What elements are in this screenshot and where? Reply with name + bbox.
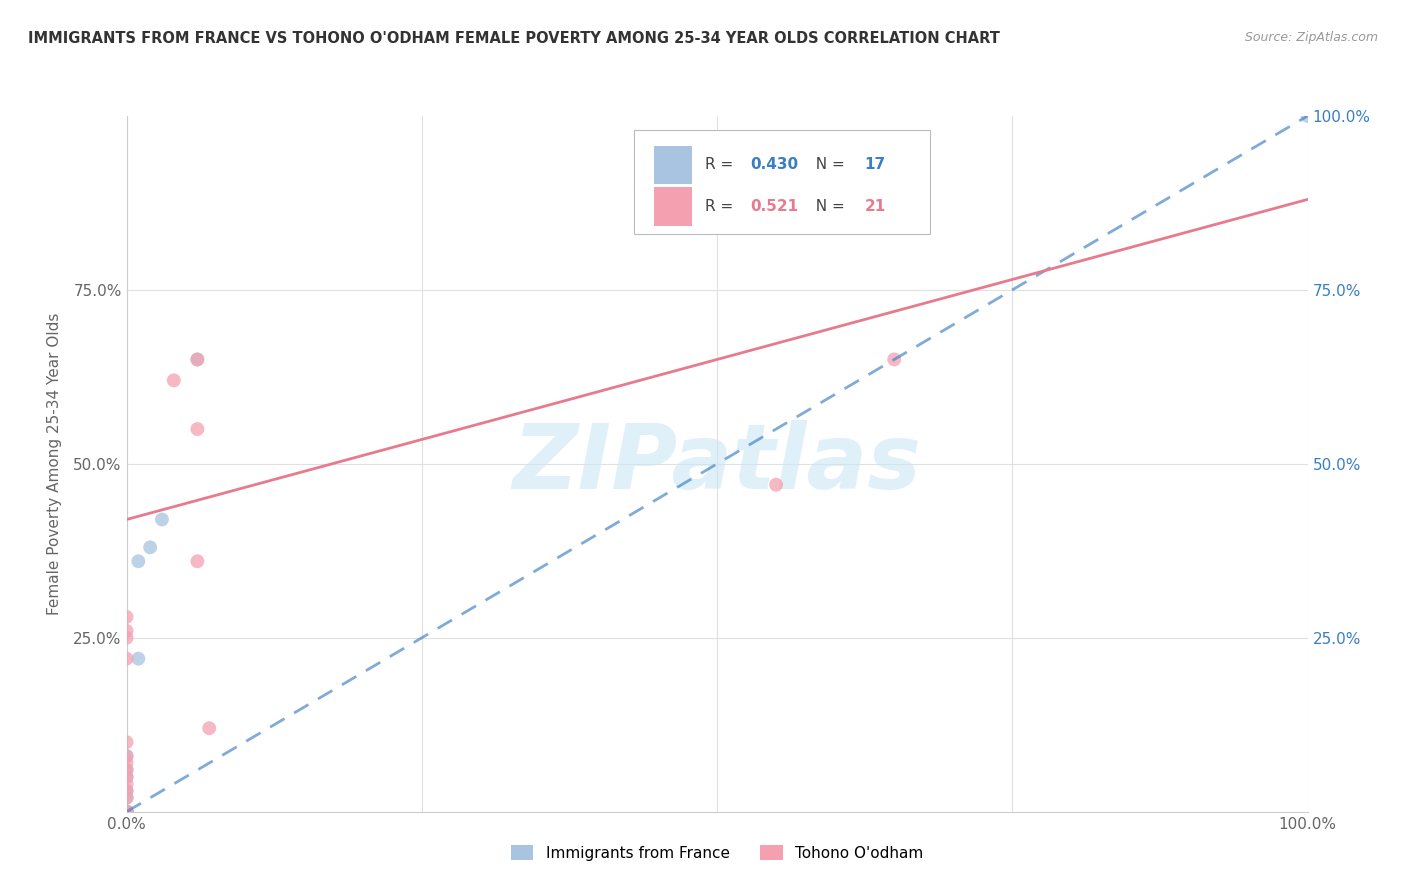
Point xyxy=(765,477,787,491)
Point xyxy=(115,805,138,819)
Text: 17: 17 xyxy=(865,157,886,172)
Y-axis label: Female Poverty Among 25-34 Year Olds: Female Poverty Among 25-34 Year Olds xyxy=(48,313,62,615)
Point xyxy=(115,610,138,624)
Point xyxy=(127,554,149,568)
Point xyxy=(115,805,138,819)
Text: R =: R = xyxy=(706,199,744,214)
FancyBboxPatch shape xyxy=(654,145,692,184)
Point xyxy=(163,373,186,387)
Point xyxy=(115,624,138,638)
Point xyxy=(115,749,138,764)
Point xyxy=(127,651,149,665)
Point xyxy=(115,805,138,819)
FancyBboxPatch shape xyxy=(654,187,692,226)
Point xyxy=(186,422,208,436)
Point xyxy=(115,770,138,784)
Text: 0.430: 0.430 xyxy=(751,157,799,172)
Point xyxy=(115,651,138,665)
Point xyxy=(115,735,138,749)
Point xyxy=(186,352,208,367)
Point xyxy=(115,749,138,764)
Point xyxy=(115,777,138,791)
Point xyxy=(115,805,138,819)
Text: IMMIGRANTS FROM FRANCE VS TOHONO O'ODHAM FEMALE POVERTY AMONG 25-34 YEAR OLDS CO: IMMIGRANTS FROM FRANCE VS TOHONO O'ODHAM… xyxy=(28,31,1000,46)
Point xyxy=(115,784,138,798)
FancyBboxPatch shape xyxy=(634,130,929,235)
Point xyxy=(115,805,138,819)
Point xyxy=(115,784,138,798)
Text: ZIPatlas: ZIPatlas xyxy=(513,420,921,508)
Point xyxy=(186,352,208,367)
Legend: Immigrants from France, Tohono O'odham: Immigrants from France, Tohono O'odham xyxy=(505,838,929,867)
Point xyxy=(115,790,138,805)
Point xyxy=(115,805,138,819)
Point xyxy=(150,512,173,526)
Text: N =: N = xyxy=(806,199,849,214)
Text: R =: R = xyxy=(706,157,744,172)
Text: 21: 21 xyxy=(865,199,886,214)
Point xyxy=(1296,109,1319,123)
Text: Source: ZipAtlas.com: Source: ZipAtlas.com xyxy=(1244,31,1378,45)
Text: 0.521: 0.521 xyxy=(751,199,799,214)
Text: N =: N = xyxy=(806,157,849,172)
Point xyxy=(115,631,138,645)
Point xyxy=(115,756,138,770)
Point xyxy=(139,541,162,555)
Point xyxy=(115,763,138,777)
Point xyxy=(115,770,138,784)
Point xyxy=(115,805,138,819)
Point xyxy=(883,352,905,367)
Point xyxy=(198,721,221,735)
Point xyxy=(115,790,138,805)
Point xyxy=(115,763,138,777)
Point xyxy=(115,805,138,819)
Point xyxy=(186,554,208,568)
